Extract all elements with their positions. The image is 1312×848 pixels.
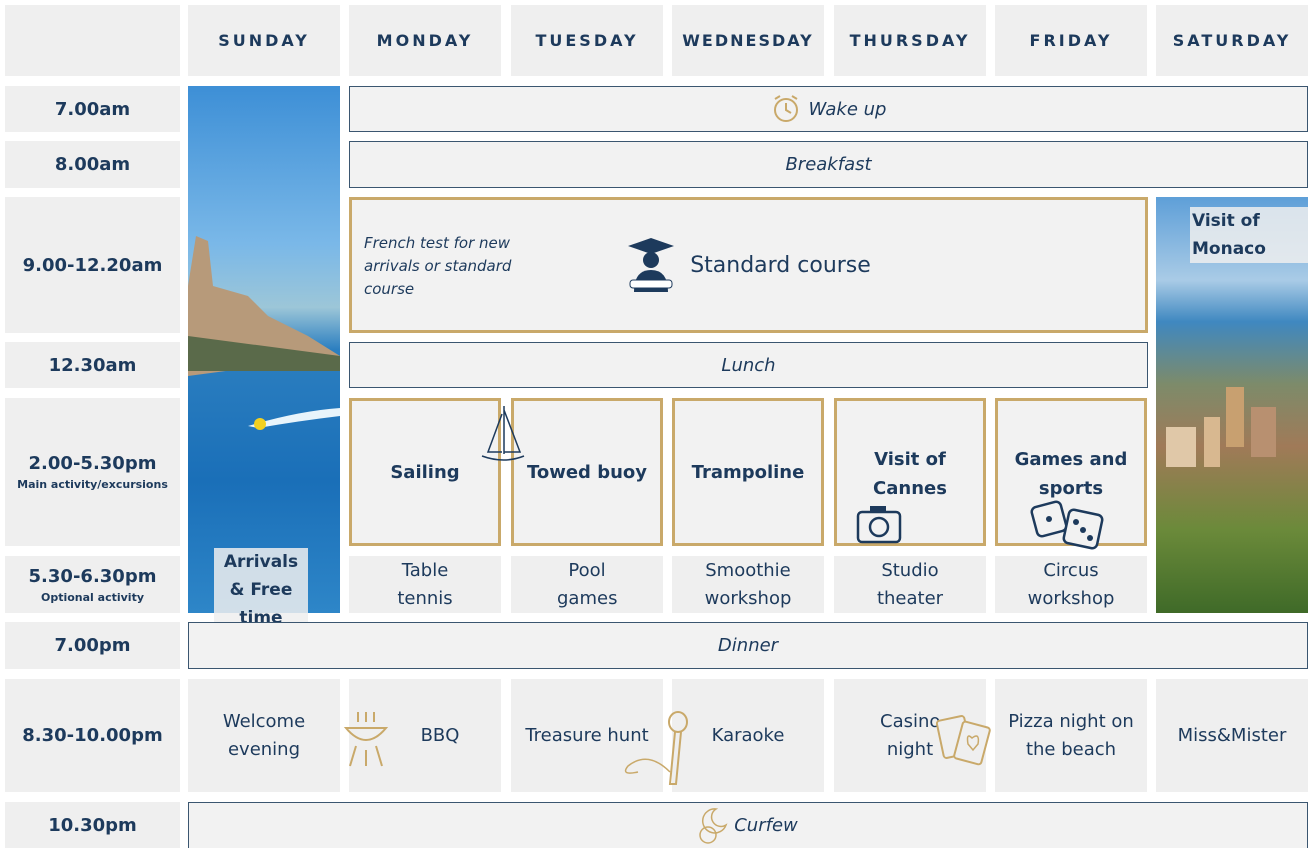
evening-cell: Welcome evening bbox=[188, 679, 340, 792]
sailboat-icon bbox=[481, 406, 525, 461]
evening-label: Treasure hunt bbox=[525, 724, 649, 746]
time-cell: 10.30pm bbox=[5, 802, 180, 848]
optional-label: Circus workshop bbox=[1027, 559, 1115, 609]
breakfast-block: Breakfast bbox=[349, 141, 1308, 188]
block-label: Wake up bbox=[808, 98, 887, 120]
evening-label: Pizza night on the beach bbox=[1008, 710, 1134, 760]
optional-label: Smoothie workshop bbox=[704, 559, 792, 609]
lunch-block: Lunch bbox=[349, 342, 1148, 388]
time-note: Main activity/excursions bbox=[17, 478, 168, 491]
saturday-photo: Visit of Monaco bbox=[1156, 197, 1308, 613]
time-label: 2.00-5.30pm bbox=[28, 453, 157, 474]
time-cell: 5.30-6.30pm Optional activity bbox=[5, 556, 180, 613]
block-label: Curfew bbox=[734, 815, 798, 836]
microphone-icon bbox=[624, 711, 688, 785]
time-label: 8.30-10.00pm bbox=[22, 725, 163, 746]
dice-icon bbox=[1030, 500, 1104, 550]
corner-cell bbox=[5, 5, 180, 76]
french-test-note: French test for new arrivals or standard… bbox=[364, 234, 512, 298]
activity-cell: Towed buoy bbox=[511, 398, 663, 546]
optional-label: Table tennis bbox=[397, 559, 453, 609]
moon-clock-icon bbox=[699, 807, 728, 844]
activity-label: Towed buoy bbox=[526, 461, 648, 483]
graduate-icon bbox=[628, 238, 675, 292]
dinner-block: Dinner bbox=[188, 622, 1308, 669]
saturday-label: Visit of Monaco bbox=[1190, 207, 1308, 263]
time-cell: 9.00-12.20am bbox=[5, 197, 180, 333]
evening-label: Karaoke bbox=[711, 724, 785, 746]
time-label: 8.00am bbox=[54, 154, 131, 175]
activity-cell: Sailing bbox=[349, 398, 501, 546]
block-label: Breakfast bbox=[785, 154, 872, 175]
activity-label: Visit of Cannes bbox=[873, 449, 947, 499]
alarm-icon bbox=[773, 95, 798, 122]
evening-label: BBQ bbox=[420, 724, 460, 746]
time-label: 7.00pm bbox=[54, 635, 131, 656]
wake-up-block: Wake up bbox=[349, 86, 1308, 132]
day-header: MONDAY bbox=[349, 5, 501, 76]
time-cell: 7.00pm bbox=[5, 622, 180, 669]
sunday-label: Arrivals & Free time bbox=[214, 548, 308, 632]
evening-label: Miss&Mister bbox=[1177, 724, 1287, 746]
evening-label: Casino night bbox=[880, 710, 941, 760]
day-header: SUNDAY bbox=[188, 5, 340, 76]
day-header: SATURDAY bbox=[1156, 5, 1308, 76]
block-label: Lunch bbox=[721, 354, 776, 376]
time-label: 5.30-6.30pm bbox=[28, 565, 157, 587]
cards-icon bbox=[936, 715, 991, 766]
time-label: 7.00am bbox=[54, 98, 131, 120]
evening-cell: BBQ bbox=[349, 679, 501, 792]
time-cell: 8.00am bbox=[5, 141, 180, 188]
bbq-icon bbox=[343, 712, 389, 767]
optional-label: Pool games bbox=[557, 559, 618, 609]
course-label: Standard course bbox=[690, 252, 871, 278]
sunday-photo: Arrivals & Free time bbox=[188, 86, 340, 632]
time-label: 12.30am bbox=[48, 354, 137, 376]
optional-cell: Studio theater bbox=[834, 556, 986, 613]
time-cell: 2.00-5.30pm Main activity/excursions bbox=[5, 398, 180, 546]
time-label: 10.30pm bbox=[48, 814, 137, 836]
optional-cell: Table tennis bbox=[349, 556, 501, 613]
time-note: Optional activity bbox=[40, 590, 144, 604]
activity-label: Sailing bbox=[390, 461, 460, 483]
evening-cell: Treasure hunt bbox=[511, 679, 663, 792]
optional-label: Studio theater bbox=[876, 559, 944, 609]
block-label: Dinner bbox=[717, 635, 779, 656]
curfew-block: Curfew bbox=[188, 802, 1308, 848]
time-cell: 7.00am bbox=[5, 86, 180, 132]
evening-cell: Karaoke bbox=[672, 679, 824, 792]
course-block: French test for new arrivals or standard… bbox=[349, 197, 1148, 333]
photo-illustration bbox=[1166, 387, 1276, 467]
day-header: WEDNESDAY bbox=[672, 5, 824, 76]
evening-label: Welcome evening bbox=[222, 710, 306, 760]
optional-cell: Smoothie workshop bbox=[672, 556, 824, 613]
evening-cell: Pizza night on the beach bbox=[995, 679, 1147, 792]
time-label: 9.00-12.20am bbox=[22, 254, 163, 276]
optional-cell: Pool games bbox=[511, 556, 663, 613]
time-cell: 8.30-10.00pm bbox=[5, 679, 180, 792]
photo-illustration bbox=[188, 236, 340, 430]
evening-cell: Miss&Mister bbox=[1156, 679, 1308, 792]
day-header: FRIDAY bbox=[995, 5, 1147, 76]
time-cell: 12.30am bbox=[5, 342, 180, 388]
camera-icon bbox=[856, 506, 902, 544]
activity-label: Trampoline bbox=[691, 461, 805, 483]
optional-cell: Circus workshop bbox=[995, 556, 1147, 613]
day-header: TUESDAY bbox=[511, 5, 663, 76]
activity-cell: Trampoline bbox=[672, 398, 824, 546]
activity-label: Games and sports bbox=[1014, 449, 1128, 499]
day-header: THURSDAY bbox=[834, 5, 986, 76]
